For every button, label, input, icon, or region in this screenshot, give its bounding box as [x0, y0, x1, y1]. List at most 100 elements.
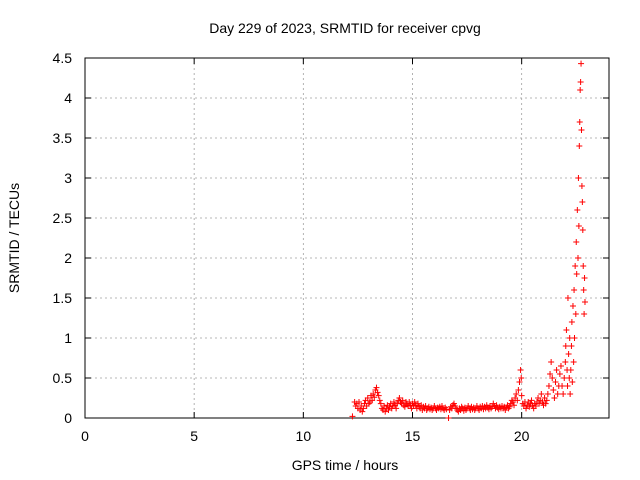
- data-point: [571, 287, 578, 293]
- data-point: [396, 395, 403, 401]
- data-point: [539, 399, 546, 405]
- plot-frame: [84, 57, 610, 419]
- data-point: [567, 391, 574, 397]
- data-point: [406, 399, 413, 405]
- data-point: [557, 363, 564, 369]
- data-point: [401, 403, 408, 410]
- data-point: [518, 392, 525, 399]
- data-point: [385, 407, 392, 413]
- x-tick-label: 15: [405, 428, 421, 444]
- data-point: [414, 400, 421, 407]
- data-point: [576, 119, 583, 125]
- data-point: [566, 375, 573, 381]
- y-tick-label: 1.5: [53, 290, 73, 306]
- data-point: [547, 371, 554, 377]
- data-point: [371, 394, 378, 401]
- data-point: [579, 227, 586, 233]
- data-point: [574, 207, 581, 213]
- y-tick-label: 2: [64, 250, 72, 266]
- data-point: [390, 399, 397, 405]
- data-point: [518, 375, 525, 381]
- axes: [84, 57, 610, 419]
- data-point: [528, 397, 535, 404]
- data-point: [549, 375, 556, 381]
- data-point: [575, 175, 582, 181]
- y-tick-label: 2.5: [53, 210, 73, 226]
- data-point: [569, 303, 576, 309]
- data-point: [577, 87, 584, 93]
- data-point: [573, 239, 580, 245]
- data-point: [382, 408, 389, 415]
- data-point: [349, 413, 356, 420]
- data-point: [356, 399, 363, 405]
- data-point: [560, 391, 567, 397]
- data-point: [552, 379, 559, 385]
- data-point: [575, 223, 582, 229]
- data-point: [543, 397, 550, 404]
- data-point: [536, 400, 543, 407]
- data-point: [523, 405, 530, 412]
- x-tick-label: 20: [514, 428, 530, 444]
- data-point: [364, 395, 371, 401]
- data-point: [374, 389, 381, 396]
- data-point: [553, 367, 560, 373]
- data-point: [550, 387, 557, 393]
- data-point: [359, 408, 366, 415]
- data-point: [545, 383, 552, 389]
- data-point: [559, 383, 566, 389]
- data-point: [360, 405, 367, 412]
- data-point: [373, 384, 380, 391]
- y-axis-label: SRMTID / TECUs: [6, 183, 22, 293]
- data-point: [563, 327, 570, 333]
- data-point: [564, 383, 571, 389]
- data-point: [411, 399, 418, 405]
- data-point: [580, 263, 587, 269]
- y-tick-label: 4: [64, 90, 72, 106]
- data-point: [580, 287, 587, 293]
- y-tick-label: 3: [64, 170, 72, 186]
- data-point: [515, 387, 522, 393]
- data-point: [532, 403, 539, 409]
- data-point: [573, 271, 580, 277]
- data-point: [581, 311, 588, 317]
- data-point: [506, 403, 513, 410]
- y-tick-label: 4.5: [53, 50, 73, 66]
- data-point: [551, 395, 558, 401]
- data-point: [516, 379, 523, 385]
- data-point: [579, 199, 586, 205]
- data-point: [581, 275, 588, 281]
- data-point: [443, 406, 450, 413]
- x-tick-label: 5: [190, 428, 198, 444]
- data-points: [349, 60, 588, 421]
- data-point: [377, 400, 384, 407]
- data-point: [572, 311, 579, 317]
- data-point: [526, 403, 533, 410]
- data-point: [581, 299, 588, 305]
- data-point: [376, 397, 383, 404]
- data-point: [569, 379, 576, 385]
- chart-title: Day 229 of 2023, SRMTID for receiver cpv…: [209, 20, 481, 36]
- data-point: [548, 359, 555, 365]
- data-point: [399, 397, 406, 404]
- data-point: [570, 359, 577, 365]
- data-point: [565, 351, 572, 357]
- x-axis-label: GPS time / hours: [292, 457, 399, 473]
- data-point: [369, 397, 376, 404]
- y-tick-label: 1: [64, 330, 72, 346]
- data-point: [571, 335, 578, 341]
- y-tick-label: 3.5: [53, 130, 73, 146]
- data-point: [577, 79, 584, 85]
- data-point: [509, 399, 516, 405]
- data-point: [544, 391, 551, 397]
- gridlines: [85, 58, 609, 418]
- data-point: [445, 415, 452, 421]
- x-tick-label: 10: [296, 428, 312, 444]
- data-point: [538, 391, 545, 397]
- data-point: [513, 391, 520, 397]
- y-tick-label: 0: [64, 410, 72, 426]
- data-point: [554, 391, 561, 397]
- data-point: [375, 392, 382, 399]
- data-point: [568, 319, 575, 325]
- ticks: 0 5 10 15 20 0 0.5 1 1.5 2 2.5 3 3.5 4 4.5: [53, 50, 609, 444]
